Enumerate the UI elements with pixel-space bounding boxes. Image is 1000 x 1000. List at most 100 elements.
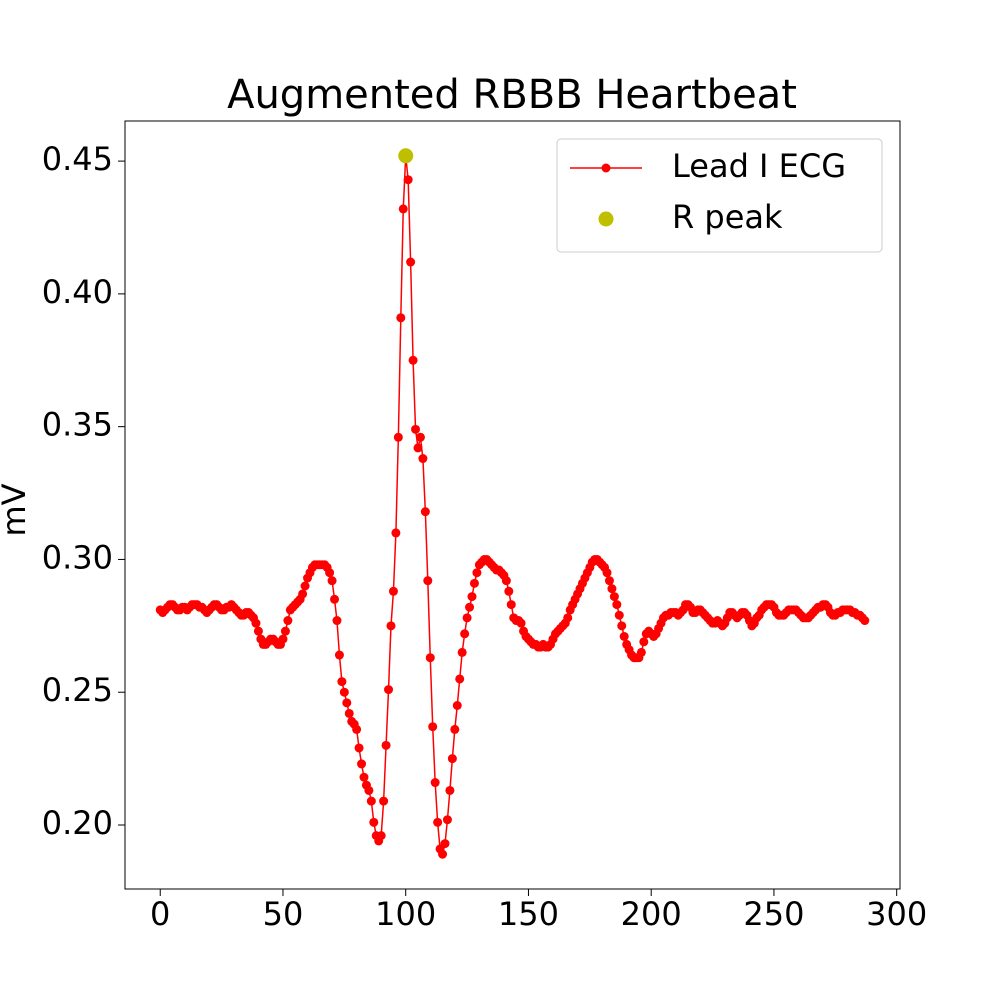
data-point	[602, 568, 612, 578]
data-point	[563, 613, 573, 623]
data-point	[619, 631, 629, 641]
x-tick-label: 100	[375, 895, 436, 933]
data-point	[359, 772, 369, 782]
data-point	[330, 594, 340, 604]
y-tick-label: 0.35	[42, 406, 113, 444]
data-point	[408, 355, 418, 365]
data-point	[381, 740, 391, 750]
y-tick-label: 0.30	[42, 538, 113, 576]
data-point	[420, 507, 430, 517]
data-point	[300, 581, 310, 591]
data-point	[506, 600, 516, 610]
data-point	[251, 618, 261, 628]
y-tick-label: 0.40	[42, 273, 113, 311]
data-point	[376, 831, 386, 841]
data-point	[612, 600, 622, 610]
data-point	[452, 700, 462, 710]
data-point	[614, 610, 624, 620]
data-point	[280, 626, 290, 636]
data-point	[418, 454, 428, 464]
data-point	[607, 584, 617, 594]
x-tick-label: 150	[498, 895, 559, 933]
plot-frame	[124, 120, 901, 890]
data-point	[357, 759, 367, 769]
data-point	[334, 650, 344, 660]
data-point	[440, 839, 450, 849]
y-tick-label: 0.45	[42, 140, 113, 178]
data-point	[450, 724, 460, 734]
data-point	[384, 685, 394, 695]
x-tick-label: 0	[150, 895, 170, 933]
data-point	[604, 576, 614, 586]
x-tick-label: 250	[743, 895, 804, 933]
data-point	[617, 621, 627, 631]
legend-label: R peak	[672, 198, 783, 236]
data-point	[636, 647, 646, 657]
data-point	[253, 626, 263, 636]
data-point	[298, 589, 308, 599]
legend-marker	[601, 163, 611, 173]
data-point	[433, 817, 443, 827]
data-point	[430, 778, 440, 788]
data-point	[339, 687, 349, 697]
data-point	[462, 613, 472, 623]
data-point	[413, 443, 423, 453]
data-point	[639, 637, 649, 647]
data-point	[472, 568, 482, 578]
data-point	[364, 785, 374, 795]
data-point	[415, 432, 425, 442]
data-point	[501, 576, 511, 586]
x-tick-label: 200	[621, 895, 682, 933]
data-point	[467, 592, 477, 602]
x-tick-label: 50	[263, 895, 304, 933]
data-point	[332, 616, 342, 626]
data-point	[438, 849, 448, 859]
data-point	[386, 621, 396, 631]
data-point	[457, 647, 467, 657]
data-point	[406, 257, 416, 267]
data-point	[609, 592, 619, 602]
data-point	[398, 204, 408, 214]
data-point	[342, 698, 352, 708]
series-line	[159, 155, 866, 857]
data-point	[428, 722, 438, 732]
data-point	[344, 708, 354, 718]
data-point	[442, 815, 452, 825]
data-point	[391, 528, 401, 538]
data-point	[278, 634, 288, 644]
data-point	[393, 432, 403, 442]
y-tick-label: 0.20	[42, 804, 113, 842]
data-point	[411, 424, 421, 434]
data-point	[460, 629, 470, 639]
data-point	[398, 148, 414, 164]
data-point	[354, 743, 364, 753]
data-point	[447, 754, 457, 764]
data-point	[455, 674, 465, 684]
data-point	[327, 576, 337, 586]
data-point	[445, 785, 455, 795]
x-tick-label: 300	[866, 895, 927, 933]
data-point	[469, 578, 479, 588]
data-point	[465, 602, 475, 612]
legend-marker	[598, 211, 614, 227]
data-point	[337, 677, 347, 687]
data-point	[403, 175, 413, 185]
data-point	[396, 313, 406, 323]
y-tick-label: 0.25	[42, 671, 113, 709]
data-point	[325, 568, 335, 578]
data-point	[516, 618, 526, 628]
data-point	[379, 796, 389, 806]
data-point	[352, 724, 362, 734]
data-point	[366, 796, 376, 806]
data-point	[423, 576, 433, 586]
data-point	[283, 616, 293, 626]
legend-label: Lead I ECG	[672, 147, 846, 185]
chart-title: Augmented RBBB Heartbeat	[227, 72, 797, 118]
data-point	[504, 586, 514, 596]
data-point	[388, 586, 398, 596]
y-axis-label: mV	[0, 483, 33, 536]
data-point	[860, 616, 870, 626]
data-point	[425, 653, 435, 663]
